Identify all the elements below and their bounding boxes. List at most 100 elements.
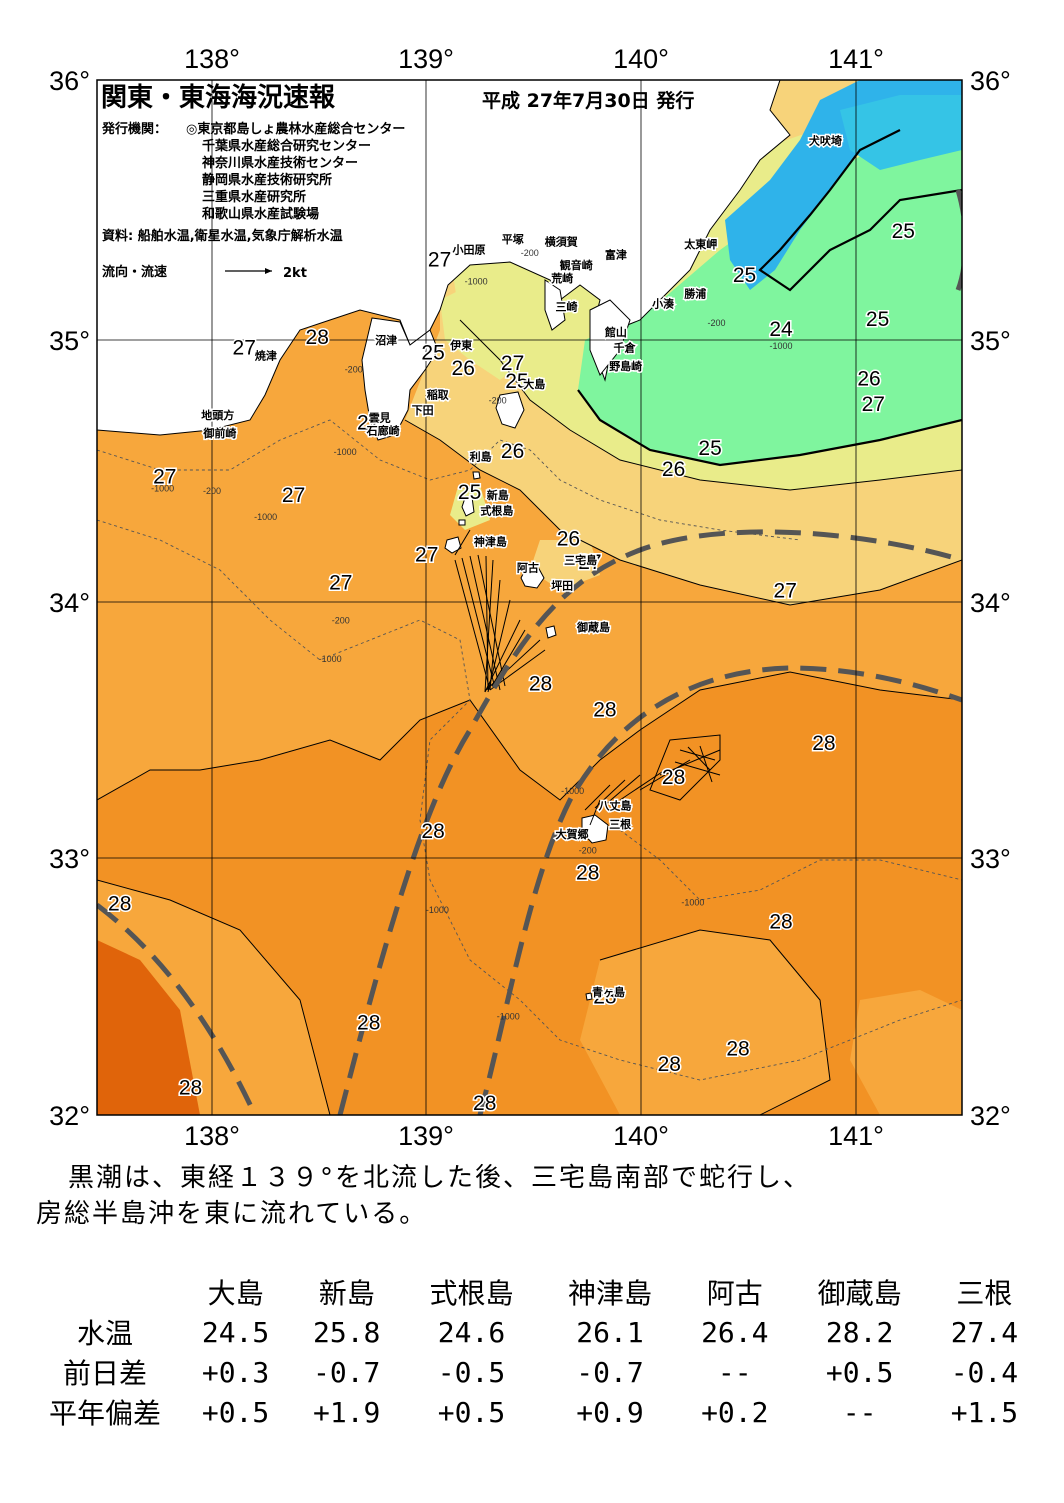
- depth-label: -1000: [426, 905, 449, 915]
- sea-temperature-map: 138° 139° 140° 141° 138° 139° 140° 141° …: [49, 44, 1011, 1151]
- depth-label: -1000: [681, 897, 704, 907]
- depth-label: -200: [203, 486, 221, 496]
- depth-label: -1000: [465, 276, 488, 286]
- land-boso-tip: [589, 299, 631, 376]
- land-oshima: [495, 391, 525, 429]
- table-header: 阿古: [706, 1277, 763, 1310]
- map-title: 関東・東海海況速報: [101, 83, 336, 113]
- depth-label: -200: [579, 846, 597, 856]
- depth-label: -1000: [561, 786, 584, 796]
- isotherm-line: [404, 419, 962, 606]
- place-label: 大島: [523, 377, 545, 391]
- sst-lt24-region: [840, 95, 962, 170]
- row-label: 平年偏差: [48, 1397, 161, 1430]
- land-kozushima: [444, 536, 462, 554]
- temperature-label: 25: [733, 264, 756, 287]
- place-label: 伊東: [449, 338, 473, 352]
- temperature-label: 27: [415, 543, 438, 566]
- summary-text: 黒潮は、東経１３９°を北流した後、三宅島南部で蛇行し、 房総半島沖を東に流れてい…: [36, 1160, 996, 1232]
- agency-item: 神奈川県水産技術センター: [202, 155, 358, 171]
- legend-label: 流向・流速: [102, 264, 167, 280]
- lon-label-bottom: 141°: [828, 1121, 884, 1151]
- temperature-label: 28: [108, 893, 131, 916]
- isotherm-24-line: [577, 389, 962, 467]
- land-kanto: [97, 80, 791, 436]
- current-arrow: [584, 784, 611, 811]
- legend-scale: 2kt: [283, 266, 307, 281]
- agency-label: 発行機関：: [101, 121, 167, 137]
- table-header: 大島: [207, 1277, 264, 1310]
- temperature-label: 28: [473, 1092, 496, 1115]
- place-label: 新島: [487, 488, 509, 502]
- temperature-label: 28: [529, 673, 552, 696]
- kuroshio-axis: [97, 903, 258, 1115]
- table-cell: +0.2: [701, 1395, 769, 1429]
- lat-label-right: 35°: [970, 326, 1011, 356]
- table-header: 式根島: [429, 1277, 514, 1310]
- depth-labels: -200 -1000 -200 -1000 -200 -1000 -200 -1000 -200…: [151, 248, 792, 1021]
- agency-item: 千葉県水産総合研究センター: [202, 138, 371, 154]
- current-arrow: [679, 749, 716, 761]
- temperature-label: 28: [357, 1012, 380, 1035]
- table-cell: +1.9: [312, 1395, 381, 1429]
- depth-label: -1000: [769, 341, 792, 351]
- place-label: 平塚: [502, 232, 524, 246]
- table-row: 前日差 +0.3 -0.7 -0.5 -0.7 -- +0.5 -0.4: [30, 1352, 1040, 1392]
- kuroshio-axis: [955, 189, 962, 291]
- temperature-label: 25: [458, 481, 481, 504]
- lat-label-left: 33°: [49, 844, 90, 874]
- sst-24-region: [578, 120, 962, 465]
- depth-label: -1000: [151, 483, 174, 493]
- current-arrow: [619, 769, 666, 801]
- table-corner: [30, 1272, 180, 1312]
- table-cell: +0.3: [201, 1355, 270, 1389]
- lat-label-left: 36°: [49, 66, 90, 96]
- current-arrow: [491, 629, 526, 687]
- place-label: 地頭方: [201, 408, 234, 422]
- agency-item: 和歌山県水産試験場: [202, 206, 319, 222]
- land-toshima: [472, 471, 481, 480]
- table-cell: --: [842, 1395, 877, 1429]
- lat-label-right: 34°: [970, 588, 1011, 618]
- table-cell: +0.5: [201, 1395, 270, 1429]
- lat-label-right: 36°: [970, 66, 1011, 96]
- table-cell: +0.9: [576, 1395, 644, 1429]
- temperature-label: 28: [593, 699, 616, 722]
- lon-label-bottom: 139°: [398, 1121, 454, 1151]
- table-row: 平年偏差 +0.5 +1.9 +0.5 +0.9 +0.2 -- +1.5: [30, 1392, 1040, 1432]
- table-cell: 25.8: [312, 1315, 381, 1349]
- place-label: 利島: [470, 449, 492, 463]
- land-izu-peninsula: [361, 317, 439, 441]
- lon-label-top: 141°: [828, 44, 884, 74]
- temperature-label: 27: [774, 580, 797, 603]
- current-arrow: [674, 761, 721, 776]
- table-cell: 27.4: [950, 1315, 1019, 1349]
- depth-label: -200: [489, 395, 507, 405]
- depth-label: -1000: [334, 447, 357, 457]
- row-label: 前日差: [62, 1357, 147, 1390]
- current-arrow: [699, 745, 713, 783]
- land-mikurajima: [545, 625, 557, 639]
- table-cell: 26.4: [701, 1315, 769, 1349]
- place-label: 勝浦: [684, 286, 706, 300]
- sst-26-region: [530, 540, 600, 590]
- temperature-label: 28: [662, 766, 685, 789]
- place-label: 荒崎: [550, 271, 573, 285]
- place-label: 千倉: [614, 341, 637, 355]
- depth-contour-1000: [97, 519, 962, 1081]
- temperature-label: 28: [306, 326, 329, 349]
- sst-29-region: [97, 940, 200, 1115]
- temperature-label: 27: [357, 411, 380, 434]
- agency-item: 静岡県水産技術研究所: [202, 172, 332, 188]
- row-label: 水温: [76, 1317, 133, 1350]
- place-label: 沼津: [375, 333, 397, 347]
- summary-line: 房総半島沖を東に流れている。: [36, 1199, 428, 1229]
- place-label: 野島崎: [609, 359, 642, 373]
- station-temperature-table: 大島 新島 式根島 神津島 阿古 御蔵島 三根 水温 24.5 25.8 24.…: [30, 1272, 1040, 1432]
- place-label: 石廊崎: [366, 424, 400, 438]
- table-header: 三根: [956, 1277, 1013, 1310]
- place-label: 館山: [604, 325, 627, 339]
- place-label: 大賀郷: [556, 827, 589, 841]
